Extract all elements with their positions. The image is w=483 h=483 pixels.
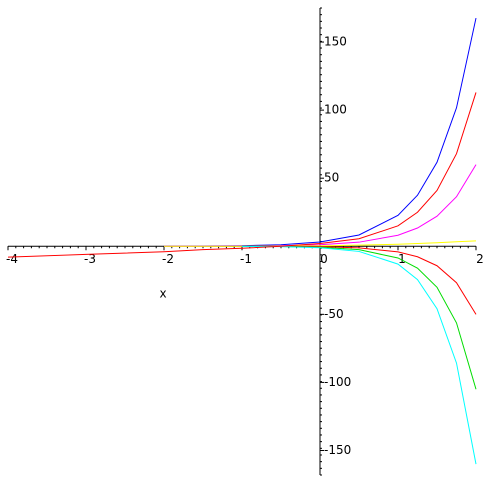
line xyxy=(241,245,477,390)
y-tick-label: 100 xyxy=(324,103,347,117)
line xyxy=(241,245,477,465)
y-tick-label: 150 xyxy=(324,35,347,49)
x-tick-label: -4 xyxy=(6,252,18,266)
x-tick-label: 2 xyxy=(476,252,483,266)
y-tick-label: -100 xyxy=(324,375,351,389)
y-tick-label: 50 xyxy=(324,171,339,185)
x-tick-label: -2 xyxy=(162,252,174,266)
y-tick-label: -50 xyxy=(324,307,344,321)
x-tick-label: -1 xyxy=(240,252,252,266)
x-tick-label: 0 xyxy=(320,252,328,266)
line xyxy=(241,245,477,315)
x-axis-label: x xyxy=(159,287,166,301)
y-tick-label: -150 xyxy=(324,443,351,457)
x-tick-label: 1 xyxy=(398,252,406,266)
line xyxy=(163,240,477,247)
line xyxy=(7,92,477,258)
x-tick-label: -3 xyxy=(84,252,96,266)
